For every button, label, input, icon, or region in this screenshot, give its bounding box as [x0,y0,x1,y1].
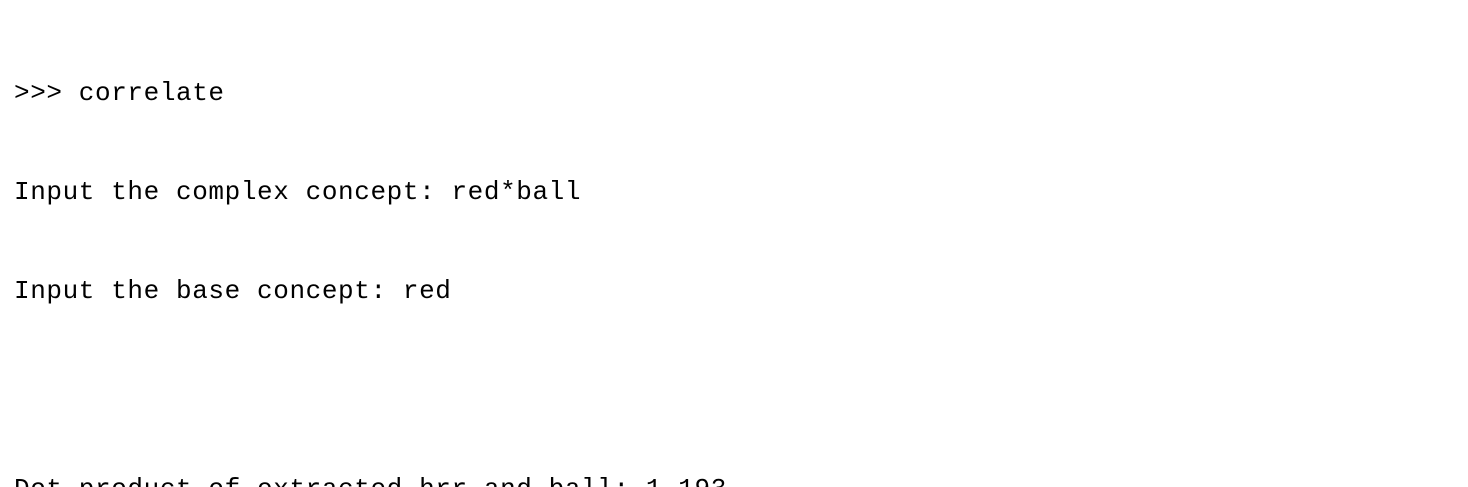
command-line: >>> correlate [14,78,225,108]
base-concept-prompt: Input the base concept: red [14,276,452,306]
complex-concept-prompt: Input the complex concept: red*ball [14,177,582,207]
blank-line [14,374,1468,407]
dot-product-ball: Dot product of extracted hrr and ball: 1… [14,473,1468,487]
